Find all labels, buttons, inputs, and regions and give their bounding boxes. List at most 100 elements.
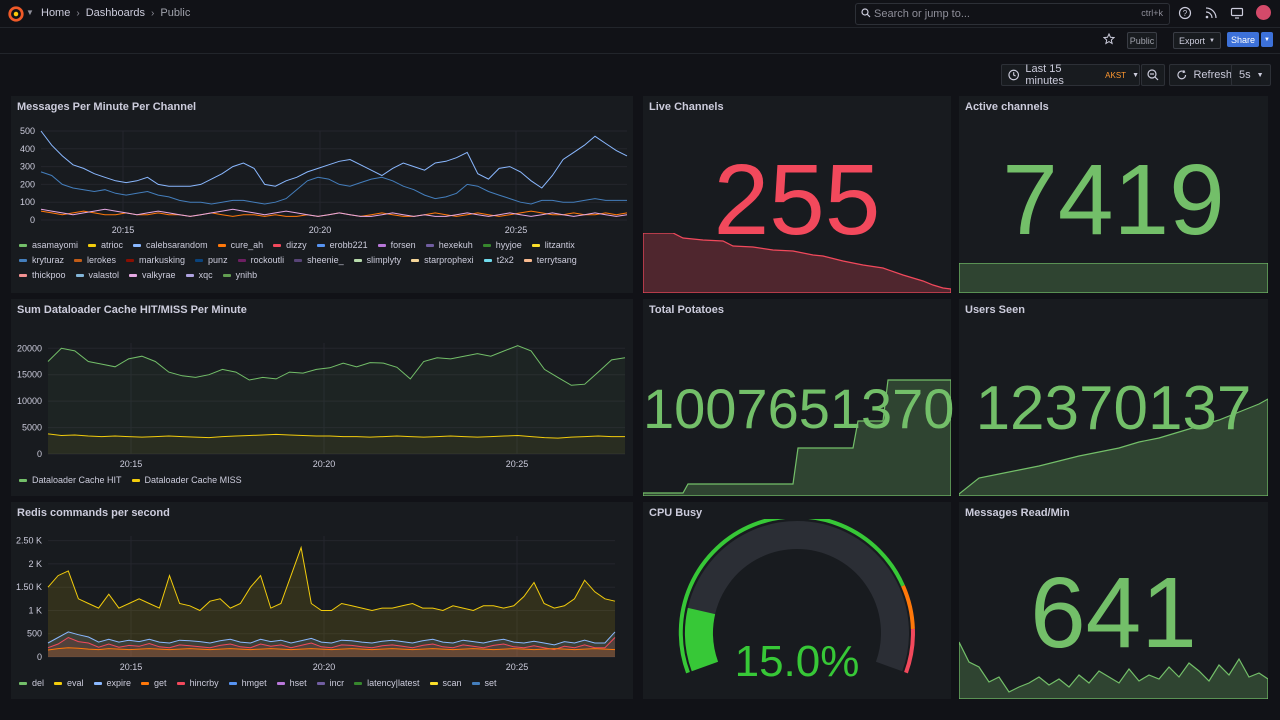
legend-item[interactable]: erobb221: [316, 240, 368, 250]
legend-item[interactable]: markusking: [126, 255, 185, 265]
legend-label: kryturaz: [32, 255, 65, 265]
legend-label: incr: [329, 678, 345, 688]
legend-swatch: [133, 243, 142, 247]
legend-label: hexekuh: [438, 240, 473, 250]
breadcrumb-dashboards[interactable]: Dashboards: [85, 7, 146, 19]
legend-item[interactable]: xqc: [185, 270, 213, 280]
legend-item[interactable]: set: [471, 678, 497, 688]
export-button[interactable]: Export ▼: [1173, 32, 1221, 49]
active-channels-value: 7419: [1002, 144, 1225, 256]
panel-title: Redis commands per second: [17, 507, 170, 519]
panel-dataloader-cache: Sum Dataloader Cache HIT/MISS Per Minute…: [11, 299, 633, 496]
legend-swatch: [93, 681, 102, 685]
panel-title: Users Seen: [965, 304, 1025, 316]
panel-messages-per-minute: Messages Per Minute Per Channel 0 100 200 3…: [11, 96, 633, 293]
breadcrumb-home[interactable]: Home: [41, 7, 71, 19]
legend-swatch: [411, 258, 420, 262]
legend-item[interactable]: atrioc: [88, 240, 123, 250]
legend-label: valastol: [88, 270, 120, 280]
chevron-down-icon: ▼: [1256, 71, 1264, 79]
legend-item[interactable]: forsen: [377, 240, 416, 250]
legend-item[interactable]: asamayomi: [19, 240, 78, 250]
legend-label: markusking: [139, 255, 186, 265]
grafana-logo-icon[interactable]: [7, 5, 25, 23]
legend-item[interactable]: hincrby: [176, 678, 219, 688]
legend-item[interactable]: scan: [429, 678, 462, 688]
breadcrumb-current: Public: [160, 7, 191, 19]
y-tick-label: 0: [37, 449, 42, 459]
legend-label: hyyjoe: [495, 240, 522, 250]
legend-item[interactable]: incr: [316, 678, 345, 688]
legend-swatch: [19, 681, 27, 685]
y-tick-label: 1 K: [28, 605, 42, 615]
legend-item[interactable]: slimplyty: [353, 255, 401, 265]
gauge-threshold-green: [678, 519, 905, 674]
panel-messages-read: Messages Read/Min 641: [959, 502, 1268, 699]
legend-item[interactable]: punz: [195, 255, 228, 265]
share-button[interactable]: Share: [1227, 32, 1259, 47]
legend-item[interactable]: cure_ah: [217, 240, 263, 250]
legend-item[interactable]: eval: [54, 678, 84, 688]
legend-item[interactable]: sheenie_: [294, 255, 344, 265]
legend-item[interactable]: kryturaz: [19, 255, 64, 265]
refresh-button[interactable]: Refresh: [1169, 64, 1233, 86]
gauge-threshold-orange: [901, 584, 915, 630]
legend-item[interactable]: latency|latest: [354, 678, 420, 688]
panel-title: Sum Dataloader Cache HIT/MISS Per Minute: [17, 304, 247, 316]
legend-label: hset: [289, 678, 307, 688]
x-tick-label: 20:15: [120, 459, 143, 469]
x-tick-label: 20:20: [313, 459, 336, 469]
legend-item[interactable]: Dataloader Cache HIT: [19, 475, 122, 485]
legend-label: expire: [106, 678, 132, 688]
time-range-picker[interactable]: Last 15 minutes AKST ▼: [1001, 63, 1140, 87]
legend-item[interactable]: litzantix: [531, 240, 575, 250]
chart-legend: Dataloader Cache HIT Dataloader Cache MIS…: [19, 475, 625, 485]
breadcrumb: Home › Dashboards › Public: [41, 7, 190, 19]
legend-item[interactable]: terrytsang: [523, 255, 577, 265]
legend-item[interactable]: calebsarandom: [133, 240, 208, 250]
legend-item[interactable]: del: [19, 678, 44, 688]
legend-swatch: [523, 258, 532, 262]
legend-swatch: [353, 258, 362, 262]
x-tick-label: 20:15: [120, 662, 143, 672]
legend-item[interactable]: expire: [93, 678, 132, 688]
refresh-interval-picker[interactable]: 5s ▼: [1231, 64, 1271, 86]
legend-item[interactable]: Dataloader Cache MISS: [131, 475, 242, 485]
legend-item[interactable]: hmget: [228, 678, 267, 688]
zoom-out-button[interactable]: [1141, 64, 1165, 86]
legend-item[interactable]: get: [141, 678, 167, 688]
legend-item[interactable]: t2x2: [483, 255, 514, 265]
legend-item[interactable]: hyyjoe: [482, 240, 522, 250]
legend-item[interactable]: rockoutli: [237, 255, 284, 265]
help-icon[interactable]: ?: [1178, 6, 1192, 20]
legend-item[interactable]: starprophexi: [411, 255, 474, 265]
gauge-threshold-red: [904, 628, 915, 674]
legend-item[interactable]: dizzy: [273, 240, 307, 250]
legend-item[interactable]: thickpoo: [19, 270, 66, 280]
legend-item[interactable]: hset: [276, 678, 307, 688]
legend-item[interactable]: valkyrae: [129, 270, 176, 280]
share-dropdown-button[interactable]: ▼: [1261, 32, 1273, 47]
legend-item[interactable]: ynihb: [222, 270, 257, 280]
rss-icon[interactable]: [1204, 6, 1218, 20]
series-line: [47, 647, 616, 651]
x-tick-label: 20:25: [506, 459, 529, 469]
legend-item[interactable]: hexekuh: [425, 240, 473, 250]
users-seen-sparkline: [959, 398, 1268, 496]
monitor-icon[interactable]: [1230, 6, 1244, 20]
legend-label: calebsarandom: [146, 240, 208, 250]
legend-item[interactable]: lerokes: [74, 255, 116, 265]
legend-swatch: [88, 243, 97, 247]
search-input[interactable]: Search or jump to... ctrl+k: [855, 3, 1170, 25]
legend-item[interactable]: valastol: [75, 270, 120, 280]
legend-swatch: [19, 243, 27, 247]
panel-cpu-busy: CPU Busy 15.0%: [643, 502, 951, 699]
avatar[interactable]: [1256, 5, 1271, 20]
search-shortcut: ctrl+k: [1141, 8, 1163, 18]
series-area: [48, 631, 615, 657]
series-line: [40, 171, 627, 205]
legend-label: get: [154, 678, 167, 688]
chevron-down-icon[interactable]: ▼: [26, 8, 34, 17]
legend-swatch: [429, 681, 438, 685]
star-icon[interactable]: [1103, 33, 1115, 45]
